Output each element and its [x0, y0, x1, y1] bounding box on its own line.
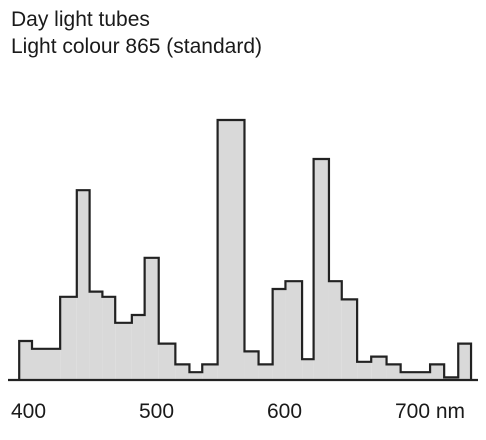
spectrum-bar-0 [19, 341, 32, 380]
spectrum-bar-25 [400, 372, 431, 380]
spectrum-bar-3 [76, 190, 90, 380]
x-tick-label-400: 400 [11, 400, 46, 423]
spectrum-bar-9 [158, 343, 176, 380]
x-tick-label-600: 600 [267, 400, 302, 423]
spectrum-bars [19, 120, 472, 380]
chart-title-block: Day light tubes Light colour 865 (standa… [11, 6, 262, 60]
spectrum-bar-14 [244, 351, 259, 380]
spectrum-bar-12 [202, 364, 218, 380]
spectrum-bar-8 [144, 257, 159, 380]
chart-subtitle: Light colour 865 (standard) [11, 35, 262, 58]
spectrum-bar-20 [328, 281, 342, 380]
spectrum-bar-13 [217, 120, 245, 380]
x-tick-label-500: 500 [139, 400, 174, 423]
spectrum-bar-16 [272, 289, 286, 380]
spectrum-bar-7 [131, 315, 145, 380]
spectrum-outline [18, 118, 473, 380]
spectrum-bar-2 [60, 296, 77, 380]
spectrum-bar-19 [313, 159, 329, 380]
spectrum-bar-6 [115, 322, 132, 380]
spectrum-bar-22 [357, 361, 372, 380]
spectrum-bar-11 [189, 372, 203, 380]
chart-title: Day light tubes [11, 8, 150, 31]
spectrum-bar-15 [258, 364, 273, 380]
spectrum-bar-18 [302, 359, 314, 380]
spectrum-bar-24 [386, 364, 401, 380]
spectrum-bar-27 [444, 377, 459, 380]
x-axis-ticks: 400 500 600 700 nm [11, 400, 465, 423]
spectrum-bar-23 [371, 356, 387, 380]
x-tick-label-700: 700 nm [395, 400, 465, 423]
spectrum-bar-1 [32, 348, 61, 380]
spectrum-bar-17 [285, 281, 303, 380]
spectrum-bar-10 [175, 364, 190, 380]
spectrum-bar-21 [341, 299, 358, 380]
spectrum-bar-4 [89, 291, 103, 380]
spectrum-bar-28 [458, 343, 472, 380]
spectrum-bar-5 [102, 296, 116, 380]
spectrum-bar-26 [430, 364, 445, 380]
